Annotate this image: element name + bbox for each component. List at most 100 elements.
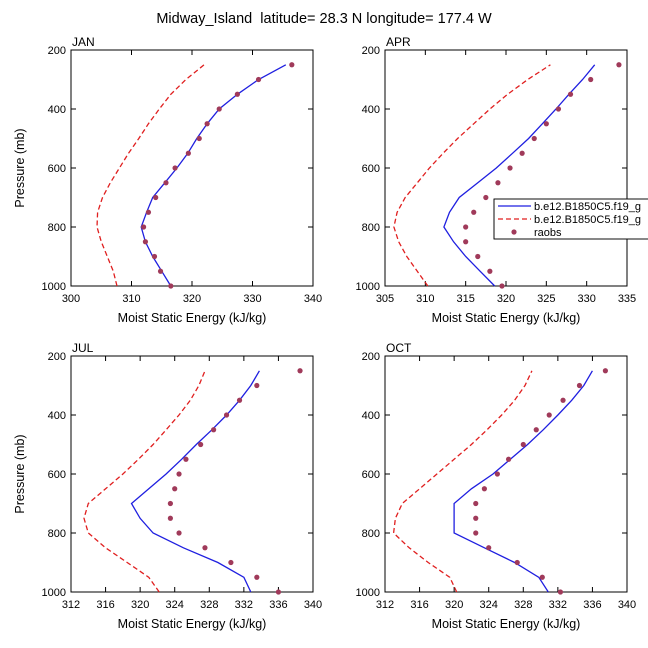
obs-point <box>204 121 210 127</box>
x-tick-label: 320 <box>497 293 515 305</box>
y-tick-label: 1000 <box>356 281 380 293</box>
obs-point <box>145 209 152 215</box>
x-tick-label: 310 <box>416 293 434 305</box>
obs-point <box>141 224 147 230</box>
x-tick-label: 316 <box>96 599 114 611</box>
x-tick-label: 328 <box>514 599 532 611</box>
series-line-solid <box>443 64 596 287</box>
y-axis-label: Pressure (mb) <box>13 128 27 207</box>
series-line-solid <box>140 64 287 287</box>
y-tick-label: 600 <box>362 163 380 175</box>
y-tick-label: 800 <box>48 222 66 234</box>
obs-point <box>185 150 191 156</box>
y-tick-label: 1000 <box>42 281 66 293</box>
obs-point <box>481 486 487 492</box>
obs-point <box>167 500 173 507</box>
obs-point <box>486 545 492 551</box>
x-tick-label: 305 <box>376 293 394 305</box>
y-tick-label: 400 <box>48 104 66 116</box>
x-tick-label: 336 <box>269 599 287 611</box>
obs-point <box>176 471 182 477</box>
obs-point <box>223 412 230 418</box>
obs-point <box>176 530 182 536</box>
obs-point <box>519 150 525 156</box>
x-tick-label: 300 <box>62 293 80 305</box>
legend-label: b.e12.B1850C5.f19_g <box>534 214 641 226</box>
x-tick-label: 332 <box>549 599 567 611</box>
y-tick-label: 400 <box>362 104 380 116</box>
obs-point <box>520 441 526 448</box>
obs-point <box>275 589 282 595</box>
y-tick-label: 200 <box>48 351 66 363</box>
obs-point <box>254 574 260 580</box>
obs-point <box>236 397 243 403</box>
panel-label: JUL <box>72 341 94 355</box>
obs-point <box>254 382 260 389</box>
obs-point <box>560 397 566 403</box>
obs-point <box>602 368 608 374</box>
obs-point <box>255 76 262 83</box>
obs-point <box>211 427 217 433</box>
panel-jul: 312 316 320 324 328 332 336 340 200 400 600 800 1000… <box>13 341 322 631</box>
legend-border <box>493 198 648 240</box>
obs-point <box>198 441 204 448</box>
legend-label: raobs <box>534 227 562 239</box>
y-tick-label: 1000 <box>42 587 66 599</box>
obs-point <box>616 62 622 68</box>
obs-point <box>153 194 159 201</box>
obs-point <box>289 62 295 68</box>
x-tick-label: 340 <box>304 293 322 305</box>
x-tick-label: 324 <box>166 599 184 611</box>
x-tick-label: 320 <box>445 599 463 611</box>
y-tick-label: 800 <box>48 528 66 540</box>
y-tick-label: 600 <box>48 469 66 481</box>
plot-frame <box>384 49 628 287</box>
x-tick-label: 332 <box>235 599 253 611</box>
obs-point <box>167 515 173 521</box>
series-line-dashed <box>392 370 533 593</box>
x-tick-label: 330 <box>243 293 261 305</box>
obs-point <box>557 589 564 595</box>
obs-point <box>163 180 169 186</box>
series-line-dashed <box>83 370 206 593</box>
obs-point <box>463 239 469 245</box>
x-axis-label: Moist Static Energy (kJ/kg) <box>432 311 581 325</box>
panel-label: OCT <box>386 341 412 355</box>
x-tick-label: 310 <box>122 293 140 305</box>
obs-point <box>546 412 552 418</box>
y-tick-label: 200 <box>48 45 66 57</box>
x-axis-label: Moist Static Energy (kJ/kg) <box>118 311 267 325</box>
legend-label: b.e12.B1850C5.f19_g <box>534 201 641 213</box>
obs-point <box>533 427 539 433</box>
y-tick-label: 400 <box>362 410 380 422</box>
obs-point <box>531 135 537 142</box>
x-tick-label: 336 <box>583 599 601 611</box>
x-tick-label: 340 <box>618 599 636 611</box>
obs-point <box>463 224 469 230</box>
obs-point <box>543 121 549 127</box>
obs-point <box>576 382 583 389</box>
obs-point <box>475 253 481 260</box>
obs-point <box>234 91 240 97</box>
panels: 300 310 320 330 340 200 400 600 800 1000 JAN Moist … <box>13 35 636 631</box>
legend: b.e12.B1850C5.f19_gb.e12.B1850C5.f19_gra… <box>493 198 648 240</box>
obs-point <box>172 165 178 171</box>
obs-point <box>151 253 158 260</box>
panel-jan: 300 310 320 330 340 200 400 600 800 1000 JAN Moist … <box>13 35 322 325</box>
obs-point <box>505 456 512 462</box>
y-tick-label: 600 <box>362 469 380 481</box>
x-tick-label: 324 <box>480 599 498 611</box>
obs-point <box>216 106 222 112</box>
panel-oct: 312 316 320 324 328 332 336 340 200 400 600 800 1000… <box>356 341 637 631</box>
obs-point <box>487 268 493 274</box>
y-tick-label: 200 <box>362 45 380 57</box>
x-tick-label: 330 <box>577 293 595 305</box>
figure-title: Midway_Island latitude= 28.3 N longitude… <box>156 11 492 27</box>
obs-point <box>297 368 303 374</box>
x-tick-label: 320 <box>183 293 201 305</box>
y-tick-label: 200 <box>362 351 380 363</box>
x-axis-label: Moist Static Energy (kJ/kg) <box>118 617 267 631</box>
legend-marker <box>511 229 517 235</box>
obs-point <box>202 545 208 551</box>
